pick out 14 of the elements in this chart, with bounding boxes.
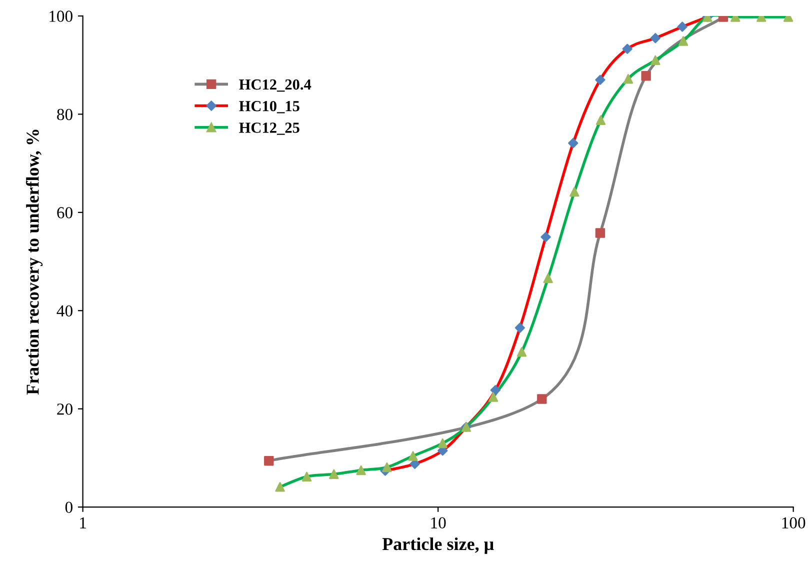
y-tick-label: 0 <box>65 502 72 513</box>
y-tick-label: 20 <box>57 404 72 415</box>
y-axis-title: Fraction recovery to underflow, % <box>26 130 43 395</box>
legend-label: HC10_15 <box>239 100 300 114</box>
x-tick-label: 10 <box>431 517 446 528</box>
y-tick-label: 100 <box>50 10 72 22</box>
x-tick-label: 100 <box>782 517 806 528</box>
legend-label: HC12_20.4 <box>239 79 312 92</box>
x-tick-label: 1 <box>80 517 86 528</box>
legend-label: HC12_25 <box>239 122 300 135</box>
y-tick-label: 80 <box>57 108 72 120</box>
x-axis-title: Particle size, μ <box>382 537 494 554</box>
y-tick-label: 60 <box>57 207 72 218</box>
y-tick-label: 40 <box>56 305 72 317</box>
